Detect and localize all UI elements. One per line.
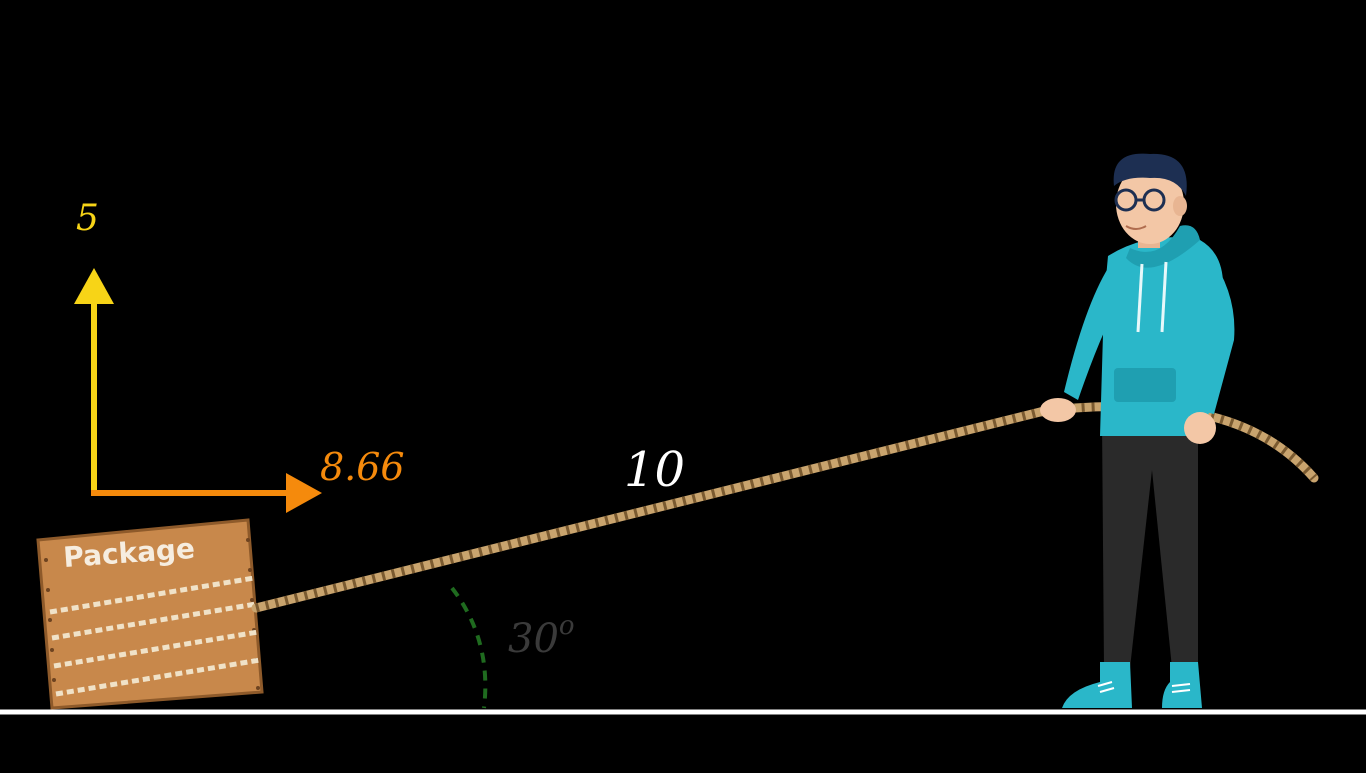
rope-magnitude-label: 10 [624,442,685,498]
angle-arc [450,586,488,709]
angle-unit: o [559,611,575,641]
wooden-package-icon: Package [36,518,264,710]
horizontal-component-arrow [91,473,322,513]
vertical-component-label: 5 [76,198,99,239]
angle-label: 30o [508,611,575,662]
person-pulling-rope-icon [1040,153,1235,708]
horizontal-component-label: 8.66 [320,445,405,489]
angle-value: 30 [508,616,559,662]
vertical-component-arrow [74,268,114,496]
